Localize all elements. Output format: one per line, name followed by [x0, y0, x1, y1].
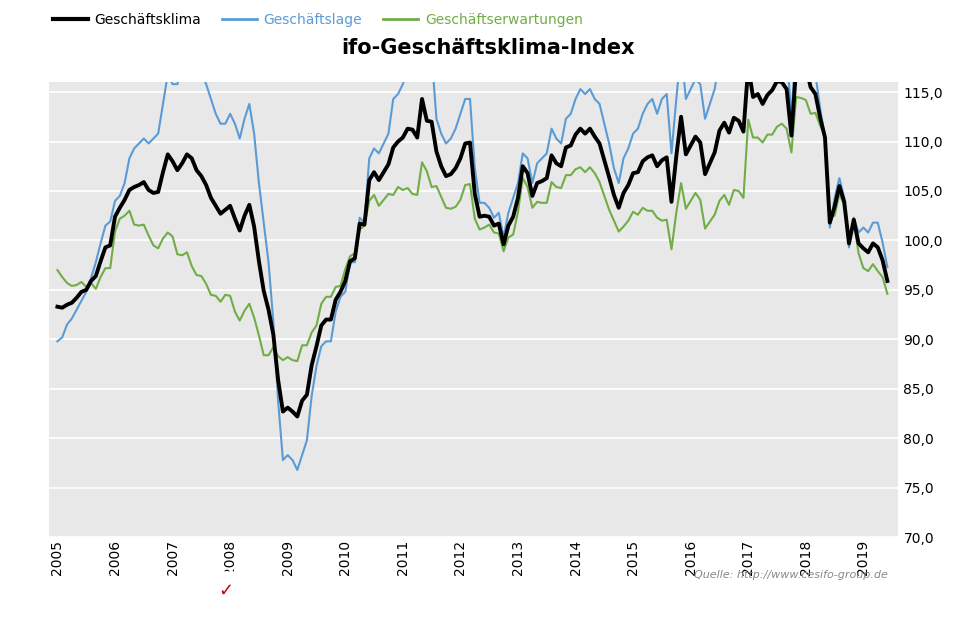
Text: stockstreet.de: stockstreet.de	[66, 574, 203, 592]
Text: Quelle: http://www.cesifo-group.de: Quelle: http://www.cesifo-group.de	[694, 570, 888, 580]
Text: unabhängig • strategisch • treffsicher: unabhängig • strategisch • treffsicher	[66, 604, 239, 612]
Text: ✓: ✓	[219, 582, 233, 600]
Text: ifo-Geschäftsklima-Index: ifo-Geschäftsklima-Index	[342, 38, 634, 58]
Circle shape	[164, 572, 287, 610]
Legend: Geschäftsklima, Geschäftslage, Geschäftserwartungen: Geschäftsklima, Geschäftslage, Geschäfts…	[47, 7, 589, 32]
